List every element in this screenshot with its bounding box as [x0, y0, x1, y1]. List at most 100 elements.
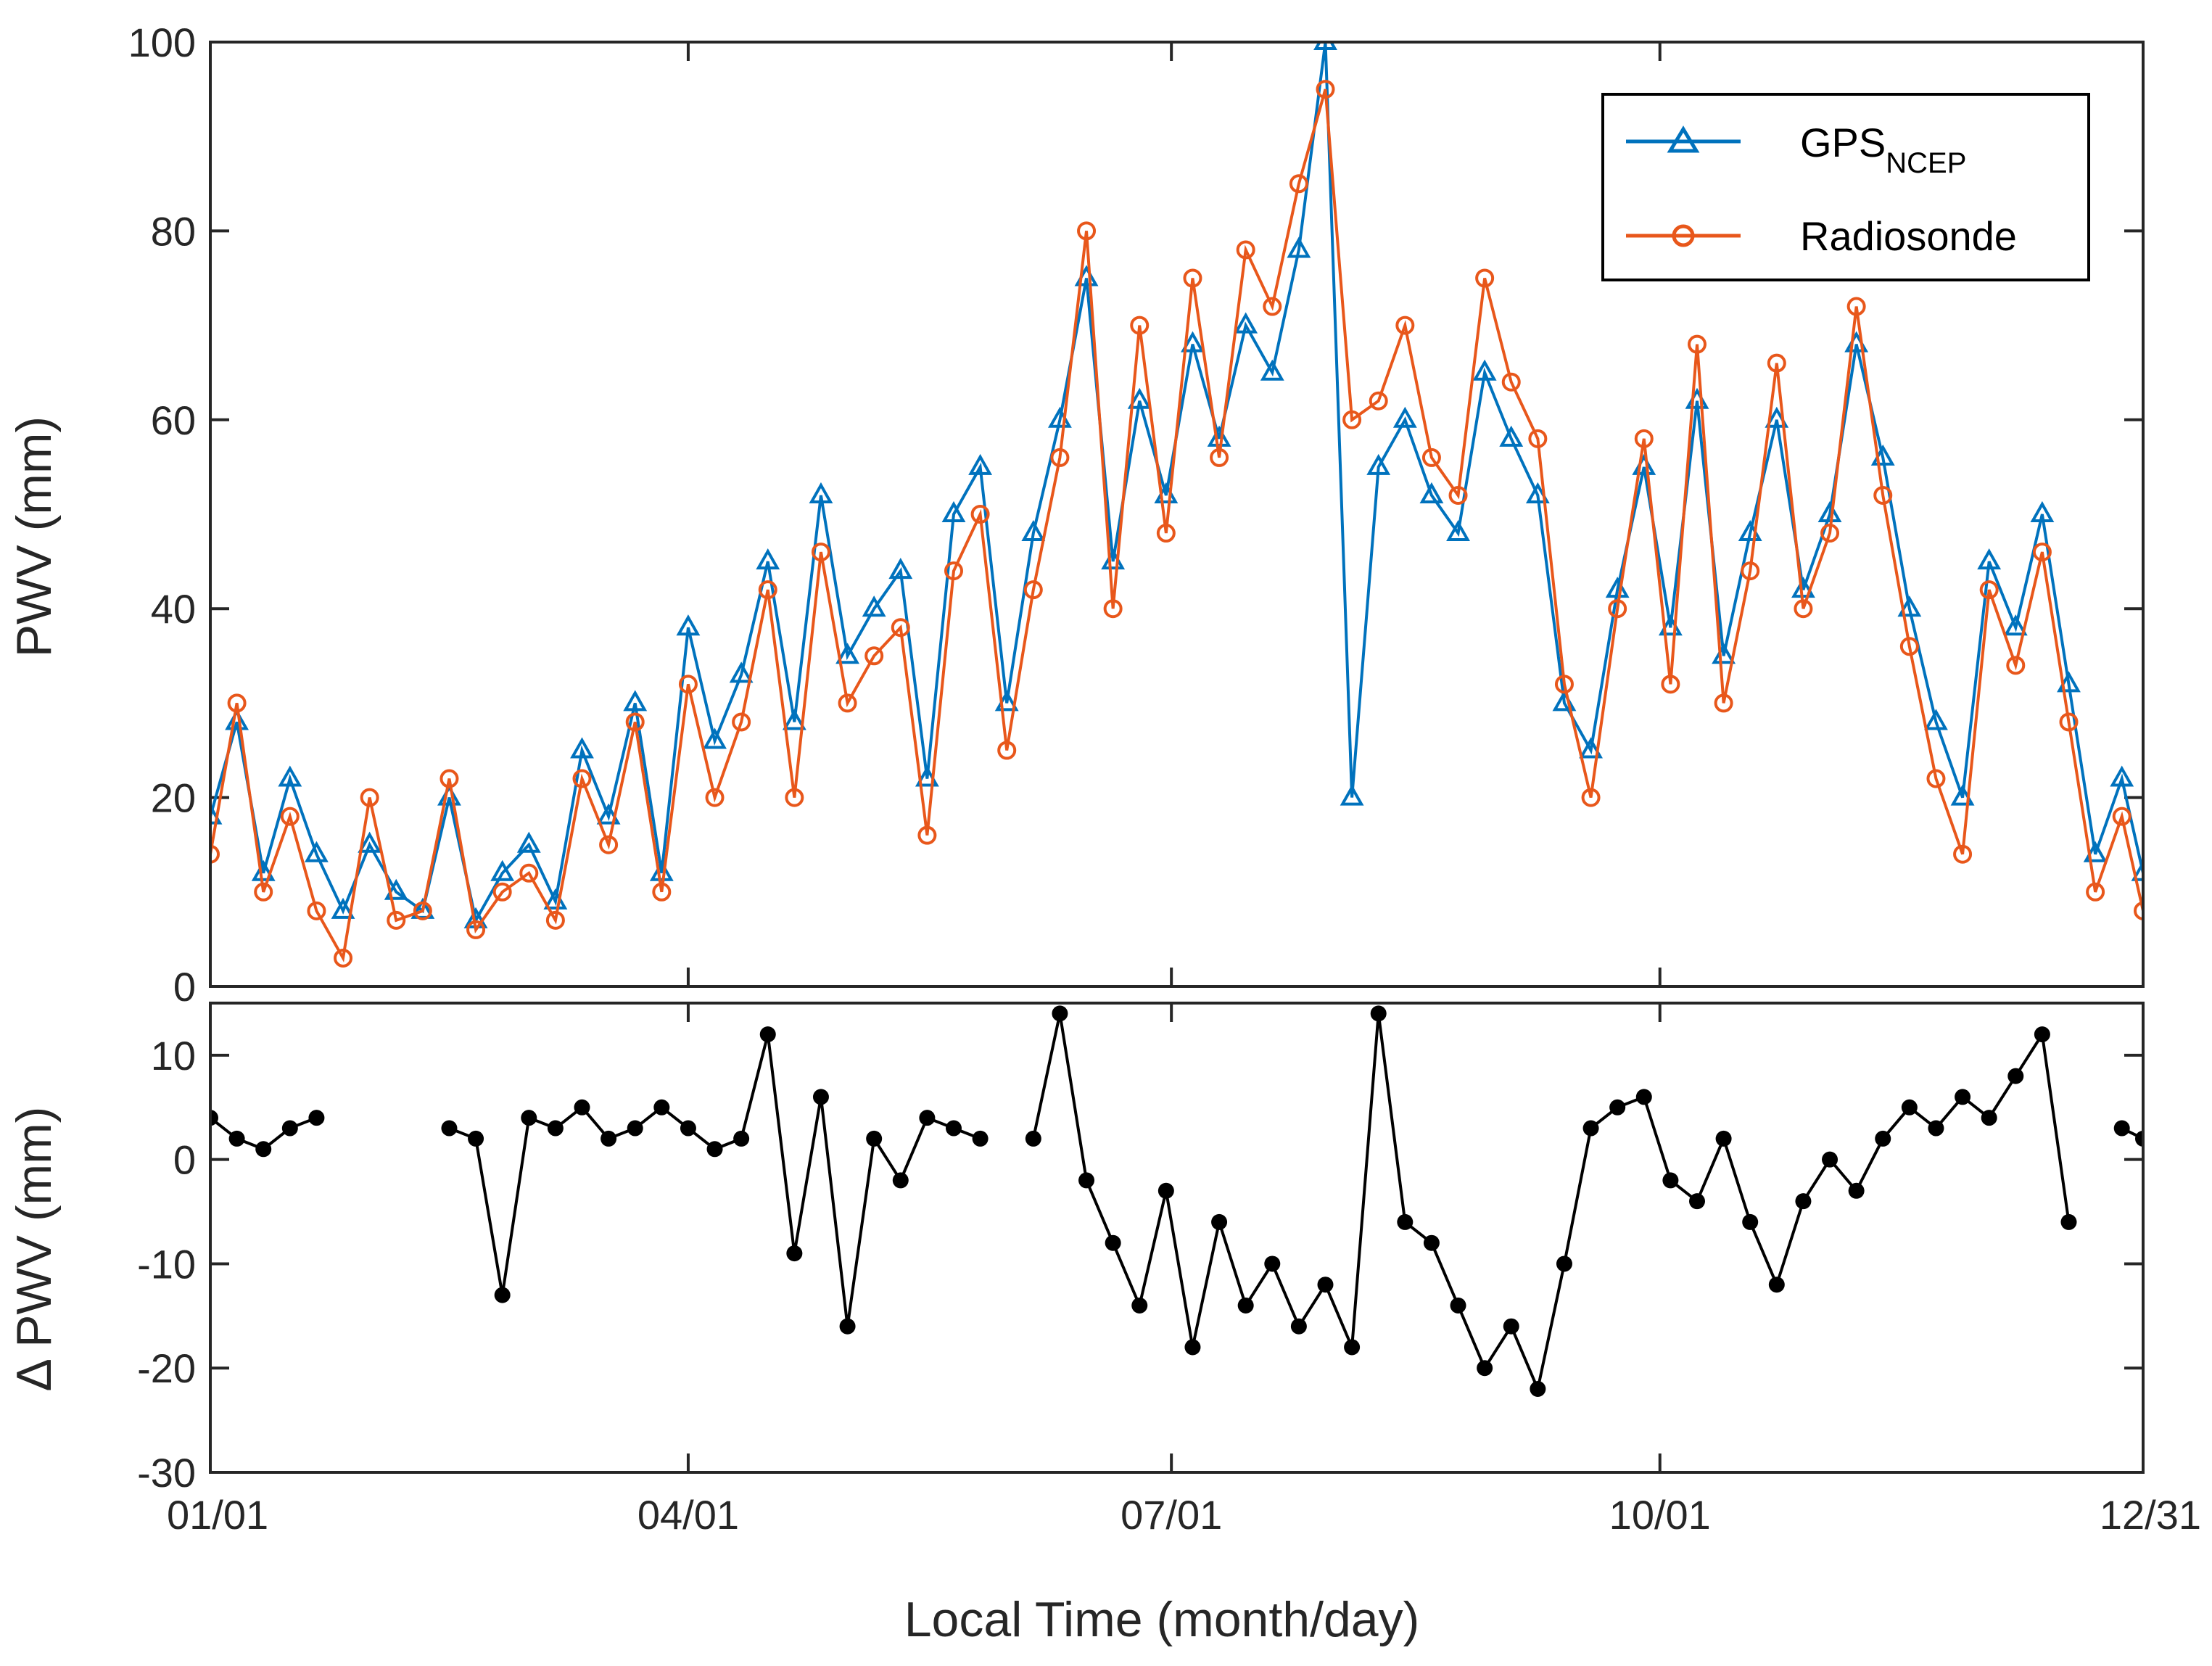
x-axis-title: Local Time (month/day) — [904, 1592, 1420, 1647]
legend-radiosonde-label: Radiosonde — [1800, 213, 2017, 259]
top-series-group — [210, 42, 2143, 968]
radiosonde-data-point — [492, 882, 512, 902]
radiosonde-data-point — [997, 741, 1017, 760]
radiosonde-data-point — [838, 693, 857, 713]
radiosonde-data-point — [1501, 372, 1521, 392]
gps-data-point — [1419, 482, 1444, 503]
gps-data-point — [623, 690, 648, 712]
gps-data-point — [1366, 453, 1391, 475]
gps-data-point — [1605, 577, 1630, 598]
bottom-series-group — [210, 1005, 2143, 1397]
radiosonde-data-point — [1369, 391, 1388, 411]
bottom-y-tick-label: 0 — [173, 1137, 196, 1183]
delta-series-line — [448, 1034, 981, 1327]
radiosonde-data-point — [1156, 524, 1176, 543]
radiosonde-data-point — [210, 844, 220, 864]
gps-data-point — [1234, 312, 1258, 334]
bottom-panel: -30 -20 -10 0 10 01/01 04/01 07/01 10/01 12/31 — [137, 1002, 2201, 1538]
top-y-tick-label: 0 — [173, 964, 196, 1010]
radiosonde-data-point — [1634, 429, 1654, 448]
gps-data-point — [225, 709, 249, 730]
x-tick-label: 04/01 — [637, 1492, 739, 1538]
gps-data-point — [1472, 359, 1497, 381]
gps-data-point — [1021, 519, 1046, 542]
gps-data-point — [1340, 784, 1364, 806]
radiosonde-data-point — [705, 788, 725, 807]
radiosonde-data-point — [1820, 524, 1840, 543]
gps-data-point — [2003, 614, 2028, 636]
radiosonde-data-point — [1050, 448, 1070, 467]
top-y-tick-label: 80 — [151, 208, 196, 254]
radiosonde-data-point — [678, 675, 698, 694]
gps-data-point — [888, 558, 913, 580]
radiosonde-data-point — [1421, 448, 1441, 467]
radiosonde-data-point — [1846, 297, 1866, 316]
radiosonde-data-point — [2059, 712, 2079, 732]
gps-data-point — [278, 765, 302, 787]
x-tick-label: 01/01 — [167, 1492, 268, 1538]
radiosonde-data-point — [599, 835, 619, 854]
gps-data-point — [676, 614, 701, 636]
radiosonde-data-point — [1688, 334, 1707, 354]
gps-data-point — [1313, 42, 1337, 50]
radiosonde-data-point — [864, 646, 884, 666]
radiosonde-data-point — [2086, 882, 2105, 902]
gps-data-point — [1446, 519, 1470, 542]
gps-data-point — [251, 859, 276, 881]
bottom-plot-frame — [209, 1002, 2145, 1474]
gps-data-point — [1127, 387, 1152, 409]
x-tick-label: 10/01 — [1609, 1492, 1711, 1538]
legend-gps-subscript: NCEP — [1886, 147, 1966, 179]
top-y-axis-title: PWV (mm) — [7, 416, 62, 657]
radiosonde-data-point — [1210, 448, 1229, 467]
radiosonde-data-point — [1767, 353, 1786, 373]
radiosonde-data-point — [1528, 429, 1548, 448]
gps-data-point — [1181, 331, 1205, 352]
radiosonde-data-point — [1926, 769, 1946, 788]
radiosonde-data-point — [1899, 637, 1919, 656]
bottom-y-axis-title: Δ PWV (mm) — [7, 1107, 62, 1392]
legend-gps-marker — [1667, 125, 1700, 153]
gps-data-point — [570, 737, 594, 759]
radiosonde-data-point — [1183, 268, 1202, 288]
gps-data-point — [968, 453, 993, 475]
radiosonde-data-point — [2006, 656, 2026, 675]
radiosonde-data-point — [1608, 599, 1627, 619]
radiosonde-data-point — [1953, 844, 1973, 864]
radiosonde-data-point — [1794, 599, 1813, 619]
radiosonde-data-point — [545, 910, 565, 930]
gps-data-point — [1207, 425, 1231, 447]
top-y-tick-label: 60 — [151, 397, 196, 443]
radiosonde-data-point — [1263, 297, 1282, 316]
radiosonde-data-point — [944, 561, 963, 581]
top-y-tick-label: 100 — [128, 20, 196, 65]
radiosonde-data-point — [1661, 675, 1680, 694]
radiosonde-data-point — [1395, 316, 1415, 335]
gps-data-point — [649, 859, 674, 881]
gps-data-point — [331, 897, 355, 919]
radiosonde-data-point — [1023, 580, 1043, 600]
radiosonde-data-point — [1236, 240, 1255, 260]
legend-box — [1601, 93, 2090, 281]
x-tick-label: 12/31 — [2100, 1492, 2201, 1538]
gps-data-point — [2083, 841, 2108, 862]
delta-series-line — [210, 1116, 318, 1151]
radiosonde-data-point — [334, 948, 353, 968]
radiosonde-data-point — [439, 769, 459, 788]
radiosonde-data-point — [1103, 599, 1123, 619]
legend-gps-label: GPSNCEP — [1800, 120, 1966, 179]
legend-radiosonde-marker — [1672, 224, 1695, 247]
radiosonde-data-point — [466, 920, 486, 939]
radiosonde-data-point — [1342, 410, 1362, 429]
radiosonde-data-point — [1979, 580, 1999, 600]
gps-data-point — [941, 500, 966, 522]
radiosonde-data-point — [1077, 221, 1097, 241]
gps-data-point — [2110, 765, 2134, 787]
radiosonde-data-point — [917, 825, 937, 845]
gps-data-point — [490, 859, 515, 881]
radiosonde-data-point — [1475, 268, 1495, 288]
radiosonde-data-point — [519, 863, 539, 883]
gps-data-point — [1897, 595, 1922, 617]
